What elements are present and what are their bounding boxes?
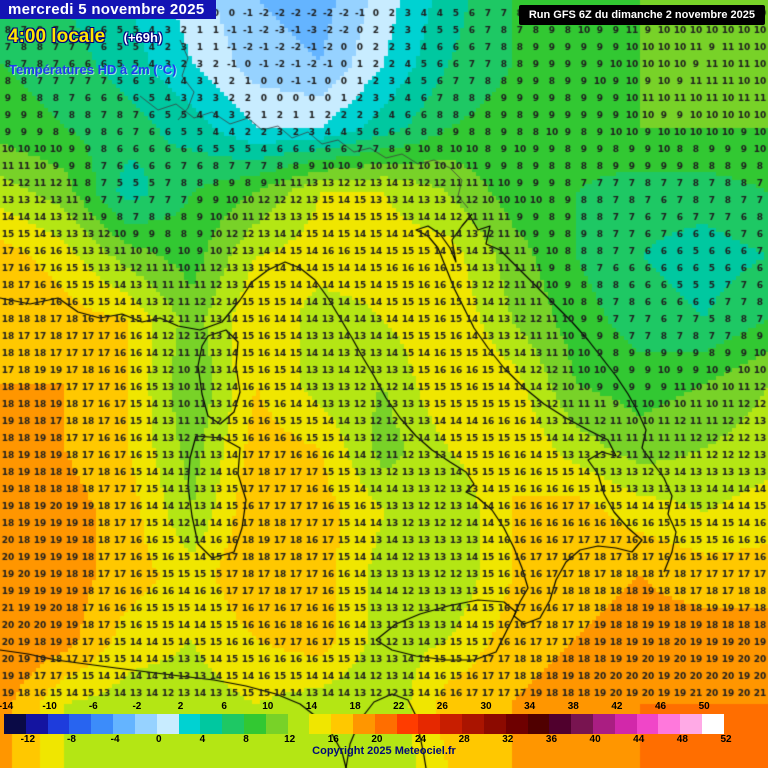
legend-tick: 40 xyxy=(589,734,601,745)
date-label: mercredi 5 novembre 2025 xyxy=(8,1,205,18)
legend-color-segment xyxy=(265,714,288,734)
legend-tick: 12 xyxy=(284,734,296,745)
legend-color-segment xyxy=(702,714,724,734)
legend-tick: 0 xyxy=(155,734,162,745)
legend-tick: 6 xyxy=(221,701,227,712)
legend-tick: 50 xyxy=(698,701,710,712)
forecast-offset-label: (+69h) xyxy=(123,30,163,45)
legend-color-segment xyxy=(592,714,615,734)
legend-color-segment xyxy=(505,714,528,734)
legend-tick: 36 xyxy=(545,734,558,745)
legend-color-segment xyxy=(243,714,266,734)
legend-tick: 22 xyxy=(393,701,405,712)
legend-tick: -12 xyxy=(20,734,36,745)
legend-tick: 52 xyxy=(720,734,732,745)
legend-tick: 32 xyxy=(502,734,514,745)
legend-color-segment xyxy=(483,714,506,734)
legend-color-segment xyxy=(353,714,375,734)
legend-color-segment xyxy=(222,714,244,734)
legend-ticks-bottom: -12 -8 -4 0 4 8 12 16 20 24 28 32 36 40 44 48 52 xyxy=(4,734,732,746)
legend-color-bar xyxy=(4,714,724,734)
legend-tick: 4 xyxy=(199,734,206,745)
legend-tick: 10 xyxy=(262,701,274,712)
legend-tick: 18 xyxy=(349,701,361,712)
legend-tick: 8 xyxy=(243,734,249,745)
legend-tick: 28 xyxy=(458,734,470,745)
legend-color-segment xyxy=(331,714,353,734)
legend-color-segment xyxy=(91,714,114,734)
legend-color-segment xyxy=(47,714,70,734)
legend-tick: 16 xyxy=(327,734,339,745)
legend-color-segment xyxy=(374,714,397,734)
legend-tick: 46 xyxy=(654,701,667,712)
legend-tick: 24 xyxy=(414,734,427,745)
run-label: Run GFS 6Z du dimanche 2 novembre 2025 xyxy=(528,9,755,21)
run-info-badge: Run GFS 6Z du dimanche 2 novembre 2025 xyxy=(518,5,765,25)
legend-tick: 30 xyxy=(480,701,492,712)
legend-tick: -8 xyxy=(67,734,76,745)
legend-color-segment xyxy=(178,714,201,734)
legend-color-segment xyxy=(636,714,659,734)
legend-tick: 42 xyxy=(611,701,623,712)
legend-tick: 38 xyxy=(567,701,579,712)
legend-color-segment xyxy=(200,714,223,734)
legend-color-segment xyxy=(113,714,135,734)
legend-color-segment xyxy=(287,714,310,734)
legend-color-segment xyxy=(440,714,463,734)
legend-tick: 44 xyxy=(633,734,645,745)
copyright-label: Copyright 2025 Meteociel.fr xyxy=(312,745,456,757)
legend-tick: -14 xyxy=(0,701,14,712)
legend-color-segment xyxy=(134,714,157,734)
legend-color-segment xyxy=(156,714,179,734)
date-banner: mercredi 5 novembre 2025 xyxy=(0,0,217,19)
legend-color-segment xyxy=(396,714,419,734)
legend-ticks-top: -14 -10 -6 -2 2 6 10 14 18 22 26 30 34 38 42 46 50 xyxy=(0,701,726,713)
legend-color-segment xyxy=(418,714,441,734)
legend-color-segment xyxy=(614,714,637,734)
legend-tick: 2 xyxy=(177,701,184,712)
legend-color-segment xyxy=(549,714,572,734)
legend-tick: -10 xyxy=(42,701,57,712)
variable-label: Températures HD à 2m (°C) xyxy=(9,62,177,77)
legend-color-segment xyxy=(658,714,681,734)
legend-tick: -6 xyxy=(88,701,98,712)
legend-color-segment xyxy=(4,714,26,734)
legend-color-segment xyxy=(571,714,593,734)
legend-tick: 48 xyxy=(676,734,688,745)
legend-color-segment xyxy=(527,714,550,734)
legend-tick: 26 xyxy=(436,701,448,712)
legend-color-segment xyxy=(462,714,484,734)
legend-color-segment xyxy=(69,714,92,734)
legend-color-segment xyxy=(309,714,332,734)
legend-tick: -2 xyxy=(132,701,142,712)
time-label: 4:00 locale xyxy=(8,26,106,47)
legend-color-segment xyxy=(680,714,702,734)
legend-color-segment xyxy=(25,714,48,734)
legend-tick: 14 xyxy=(305,701,318,712)
legend-tick: -4 xyxy=(110,734,120,745)
legend-tick: 34 xyxy=(524,701,536,712)
legend-tick: 20 xyxy=(371,734,383,745)
temperature-legend: -14 -10 -6 -2 2 6 10 14 18 22 26 30 34 38 42 46 50 -12 -8… xyxy=(0,701,732,746)
time-row: 4:00 locale (+69h) xyxy=(8,26,162,48)
